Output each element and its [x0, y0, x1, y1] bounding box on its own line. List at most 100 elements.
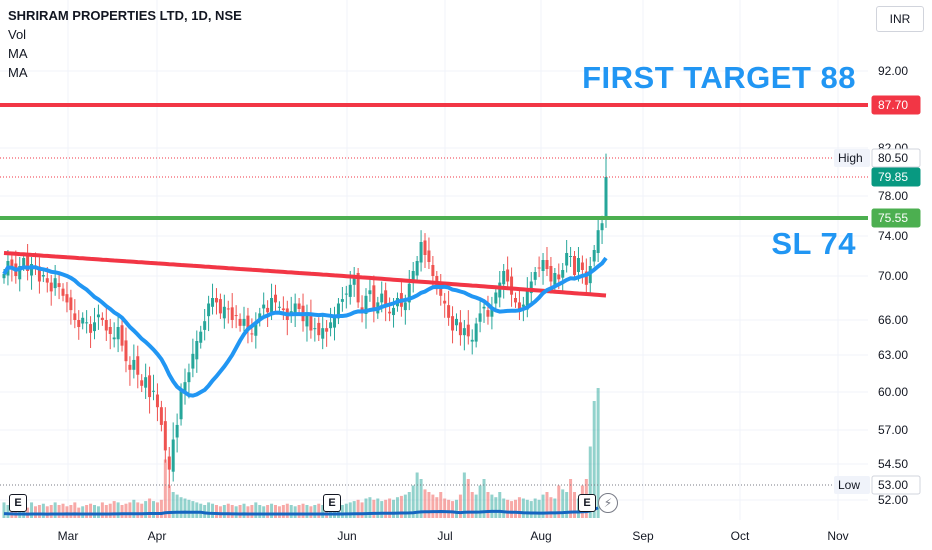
indicator-ma-2[interactable]: MA — [8, 65, 28, 80]
volume-bar — [218, 506, 222, 518]
volume-bar — [10, 506, 14, 518]
volume-bar — [65, 506, 69, 518]
candle-body — [336, 303, 340, 319]
candle-body — [580, 262, 584, 270]
first-target-annotation[interactable]: FIRST TARGET 88 — [582, 60, 856, 95]
candle-body — [313, 328, 317, 330]
price-label-tag-text: Low — [838, 478, 860, 492]
volume-bar — [392, 499, 396, 518]
candle-body — [494, 292, 498, 304]
volume-bar — [525, 499, 529, 518]
candle-body — [171, 439, 175, 472]
volume-bar — [545, 492, 549, 518]
time-axis[interactable]: Mar Apr Jun Jul Aug Sep Oct Nov — [58, 529, 849, 543]
candle-body — [49, 282, 53, 292]
candle-body — [596, 230, 600, 253]
stop-loss-annotation[interactable]: SL 74 — [771, 226, 856, 261]
time-tick-label: Aug — [530, 529, 551, 543]
volume-bar — [344, 503, 348, 518]
volume-bar — [297, 505, 301, 518]
candle-body — [57, 283, 61, 287]
volume-bar — [195, 502, 199, 518]
candle-body — [427, 250, 431, 262]
volume-bar — [569, 479, 573, 518]
volume-bar — [242, 503, 246, 518]
candle-body — [108, 327, 112, 334]
volume-bar — [309, 506, 313, 518]
earnings-event-icon[interactable]: E — [323, 494, 341, 512]
price-axis[interactable]: 92.0082.0078.0074.0070.0066.0063.0060.00… — [878, 64, 908, 507]
volume-bar — [152, 501, 156, 518]
volume-bar — [561, 489, 565, 518]
time-tick-label: Jul — [437, 529, 452, 543]
volume-bar — [395, 497, 399, 518]
candle-body — [474, 323, 478, 342]
volume-bar — [53, 502, 57, 518]
volume-bar — [399, 495, 403, 518]
candle-body — [112, 337, 116, 340]
volume-bar — [557, 485, 561, 518]
volume-bar — [285, 503, 289, 518]
volume-bar — [214, 505, 218, 518]
volume-ma-line — [3, 506, 599, 516]
indicator-ma-1[interactable]: MA — [8, 46, 28, 61]
candle-body — [116, 327, 120, 340]
symbol-title[interactable]: SHRIRAM PROPERTIES LTD, 1D, NSE — [8, 8, 242, 23]
volume-bar — [439, 492, 443, 518]
volume-bar — [498, 492, 502, 518]
candle-body — [61, 288, 65, 296]
candle-body — [100, 317, 104, 320]
volume-bar — [529, 501, 533, 518]
volume-bar — [317, 503, 321, 518]
price-tick-label: 78.00 — [878, 189, 908, 203]
candle-body — [159, 407, 163, 425]
candle-body — [529, 281, 533, 294]
candle-body — [344, 293, 348, 295]
indicator-volume[interactable]: Vol — [8, 27, 27, 42]
volume-bar — [250, 505, 254, 518]
volume-bar — [427, 492, 431, 518]
volume-bar — [541, 494, 545, 518]
lightning-event-icon[interactable]: ⚡ — [598, 493, 618, 513]
candle-body — [490, 306, 494, 317]
candle-body — [211, 298, 215, 307]
candle-body — [254, 322, 258, 336]
chart-legend: SHRIRAM PROPERTIES LTD, 1D, NSE Vol MA M… — [8, 6, 242, 82]
price-tick-label: 74.00 — [878, 229, 908, 243]
candle-body — [258, 313, 262, 321]
candle-body — [447, 305, 451, 318]
candle-body — [2, 274, 6, 279]
volume-bar — [458, 494, 462, 518]
earnings-event-icon[interactable]: E — [9, 494, 27, 512]
candle-body — [415, 261, 419, 276]
volume-bar — [211, 503, 215, 518]
candle-body — [250, 333, 254, 335]
volume-bar — [517, 497, 521, 518]
candle-body — [325, 328, 329, 332]
candle-body — [521, 304, 525, 307]
volume-bar — [411, 485, 415, 518]
earnings-event-icon[interactable]: E — [578, 494, 596, 512]
currency-button[interactable]: INR — [876, 6, 924, 32]
volume-bar — [340, 505, 344, 518]
candle-body — [364, 295, 368, 314]
volume-bar — [435, 497, 439, 518]
volume-bar — [116, 502, 120, 518]
volume-bar — [167, 485, 171, 518]
candle-body — [309, 313, 313, 331]
volume-bar — [596, 388, 600, 518]
candle-body — [573, 256, 577, 275]
candle-body — [451, 316, 455, 331]
candle-body — [576, 258, 580, 272]
volume-bar — [136, 502, 140, 518]
candle-body — [478, 313, 482, 322]
candle-body — [380, 293, 384, 303]
volume-bar — [92, 505, 96, 518]
volume-bar — [380, 501, 384, 518]
volume-bar — [148, 498, 152, 518]
candle-body — [45, 278, 49, 283]
volume-bar — [506, 499, 510, 518]
candle-body — [592, 250, 596, 262]
candle-body — [541, 260, 545, 271]
